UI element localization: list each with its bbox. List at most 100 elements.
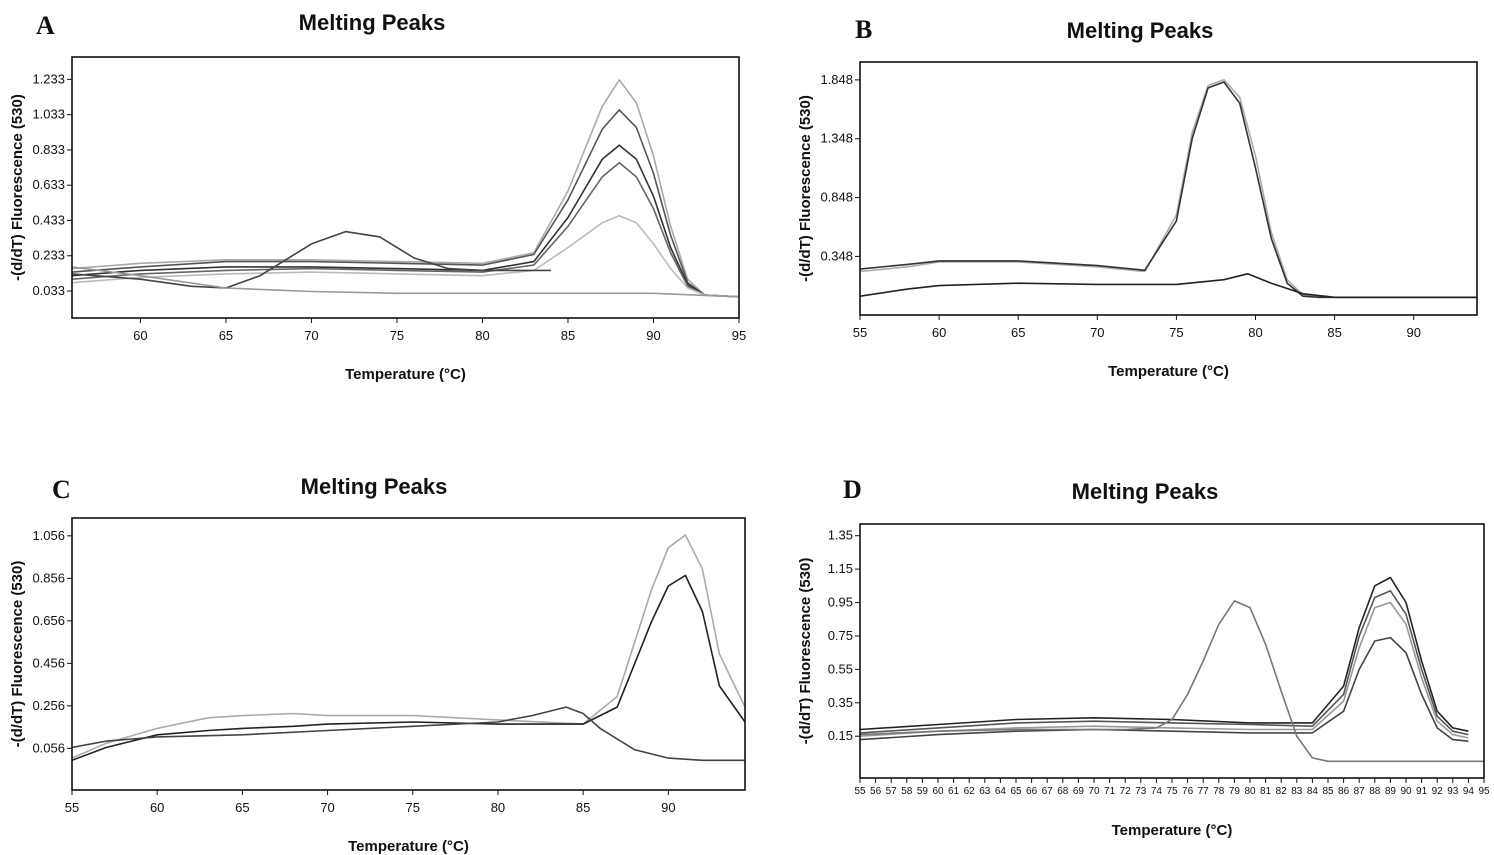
x-tick-label-b: 60 xyxy=(932,325,946,340)
x-tick-label-b: 75 xyxy=(1169,325,1183,340)
x-tick-label-d: 93 xyxy=(1447,786,1459,797)
x-tick-label-d: 60 xyxy=(932,786,944,797)
x-tick-label-d: 83 xyxy=(1291,786,1303,797)
x-tick-label-c: 90 xyxy=(661,800,675,815)
x-tick-label-c: 80 xyxy=(491,800,505,815)
x-tick-label-b: 85 xyxy=(1327,325,1341,340)
x-tick-label-d: 81 xyxy=(1260,786,1272,797)
curves-c xyxy=(72,534,745,762)
x-tick-label-d: 95 xyxy=(1478,786,1490,797)
x-tick-label-c: 55 xyxy=(65,800,79,815)
panel-b: B Melting Peaks 55 60 65 70 75 80 85 90 1.848 1.348… xyxy=(797,15,1478,380)
x-tick-label-c: 70 xyxy=(320,800,334,815)
series-line-c-3 xyxy=(72,706,745,762)
curves-a xyxy=(72,79,739,298)
x-tick-label-d: 63 xyxy=(979,786,991,797)
series-line-c-2 xyxy=(72,574,745,762)
x-tick-label-d: 92 xyxy=(1432,786,1444,797)
series-line-a-5 xyxy=(72,214,739,298)
x-tick-label-d: 88 xyxy=(1369,786,1381,797)
x-tick-label-d: 91 xyxy=(1416,786,1428,797)
x-tick-label-c: 85 xyxy=(576,800,590,815)
x-tick-label-a: 75 xyxy=(390,328,404,343)
y-tick-label-b: 0.848 xyxy=(820,190,853,205)
chart-title-b: Melting Peaks xyxy=(1067,18,1214,43)
x-tick-label-b: 70 xyxy=(1090,325,1104,340)
y-tick-label-a: 0.833 xyxy=(32,142,65,157)
y-tick-label-b: 1.348 xyxy=(820,131,853,146)
x-tick-label-d: 62 xyxy=(964,786,976,797)
y-tick-label-a: 0.033 xyxy=(32,283,65,298)
x-tick-label-d: 74 xyxy=(1151,786,1163,797)
panel-letter-b: B xyxy=(855,15,872,44)
series-line-a-1 xyxy=(72,79,739,298)
y-tick-label-a: 1.033 xyxy=(32,107,65,122)
y-tick-label-c: 0.856 xyxy=(32,570,65,585)
panel-letter-a: A xyxy=(36,11,55,40)
x-tick-label-a: 60 xyxy=(133,328,147,343)
y-tick-label-c: 0.056 xyxy=(32,740,65,755)
y-tick-label-b: 1.848 xyxy=(820,72,853,87)
x-axis-label-c: Temperature (°C) xyxy=(348,838,469,855)
y-axis-label-d: -(d/dT) Fluorescence (530) xyxy=(797,558,814,745)
y-tick-label-c: 0.656 xyxy=(32,613,65,628)
x-tick-label-d: 64 xyxy=(995,786,1007,797)
x-axis-label-a: Temperature (°C) xyxy=(345,366,466,383)
x-tick-label-d: 76 xyxy=(1182,786,1194,797)
plot-frame-d xyxy=(859,523,1485,779)
y-tick-label-c: 1.056 xyxy=(32,528,65,543)
panel-a: A Melting Peaks 60 65 70 75 80 85 90 95 1.233 1.033… xyxy=(9,10,746,383)
x-tick-label-d: 61 xyxy=(948,786,960,797)
chart-title-a: Melting Peaks xyxy=(299,10,446,35)
x-tick-label-d: 80 xyxy=(1244,786,1256,797)
x-tick-label-c: 60 xyxy=(150,800,164,815)
y-tick-label-c: 0.456 xyxy=(32,655,65,670)
x-tick-label-d: 56 xyxy=(870,786,882,797)
y-tick-label-d: 0.15 xyxy=(828,728,853,743)
y-tick-label-d: 0.95 xyxy=(828,595,853,610)
y-tick-label-d: 0.75 xyxy=(828,628,853,643)
x-tick-label-d: 70 xyxy=(1088,786,1100,797)
x-tick-label-d: 78 xyxy=(1213,786,1225,797)
y-tick-label-c: 0.256 xyxy=(32,698,65,713)
x-tick-label-b: 65 xyxy=(1011,325,1025,340)
series-line-b-3 xyxy=(860,273,1477,299)
x-tick-label-a: 70 xyxy=(304,328,318,343)
x-axis-label-d: Temperature (°C) xyxy=(1112,822,1233,839)
y-tick-label-d: 1.15 xyxy=(828,561,853,576)
series-line-d-2 xyxy=(860,590,1469,736)
x-tick-label-d: 89 xyxy=(1385,786,1397,797)
x-tick-label-b: 55 xyxy=(853,325,867,340)
plot-frame-b xyxy=(859,61,1478,316)
y-tick-label-a: 0.433 xyxy=(32,212,65,227)
x-tick-label-d: 79 xyxy=(1229,786,1241,797)
series-line-b-2 xyxy=(860,81,1477,299)
x-tick-label-b: 80 xyxy=(1248,325,1262,340)
plot-frame-c xyxy=(71,517,746,791)
x-tick-label-d: 71 xyxy=(1104,786,1116,797)
x-tick-label-d: 67 xyxy=(1042,786,1054,797)
x-tick-label-a: 95 xyxy=(732,328,746,343)
x-tick-label-d: 75 xyxy=(1166,786,1178,797)
y-tick-label-d: 0.55 xyxy=(828,661,853,676)
series-line-a-6 xyxy=(72,230,551,289)
panel-letter-c: C xyxy=(52,475,71,504)
x-tick-label-c: 65 xyxy=(235,800,249,815)
x-tick-label-a: 90 xyxy=(646,328,660,343)
x-tick-label-d: 66 xyxy=(1026,786,1038,797)
panel-letter-d: D xyxy=(843,475,862,504)
series-line-c-1 xyxy=(72,534,745,759)
x-tick-label-d: 82 xyxy=(1276,786,1288,797)
x-tick-label-d: 86 xyxy=(1338,786,1350,797)
x-tick-label-c: 75 xyxy=(406,800,420,815)
plot-frame-a xyxy=(71,56,740,319)
x-tick-label-d: 90 xyxy=(1400,786,1412,797)
y-tick-label-d: 1.35 xyxy=(828,528,853,543)
x-tick-label-d: 85 xyxy=(1322,786,1334,797)
y-tick-label-b: 0.348 xyxy=(820,248,853,263)
x-tick-label-d: 73 xyxy=(1135,786,1147,797)
series-line-a-3 xyxy=(72,144,739,298)
x-tick-label-d: 77 xyxy=(1198,786,1210,797)
series-line-a-7 xyxy=(72,266,739,298)
